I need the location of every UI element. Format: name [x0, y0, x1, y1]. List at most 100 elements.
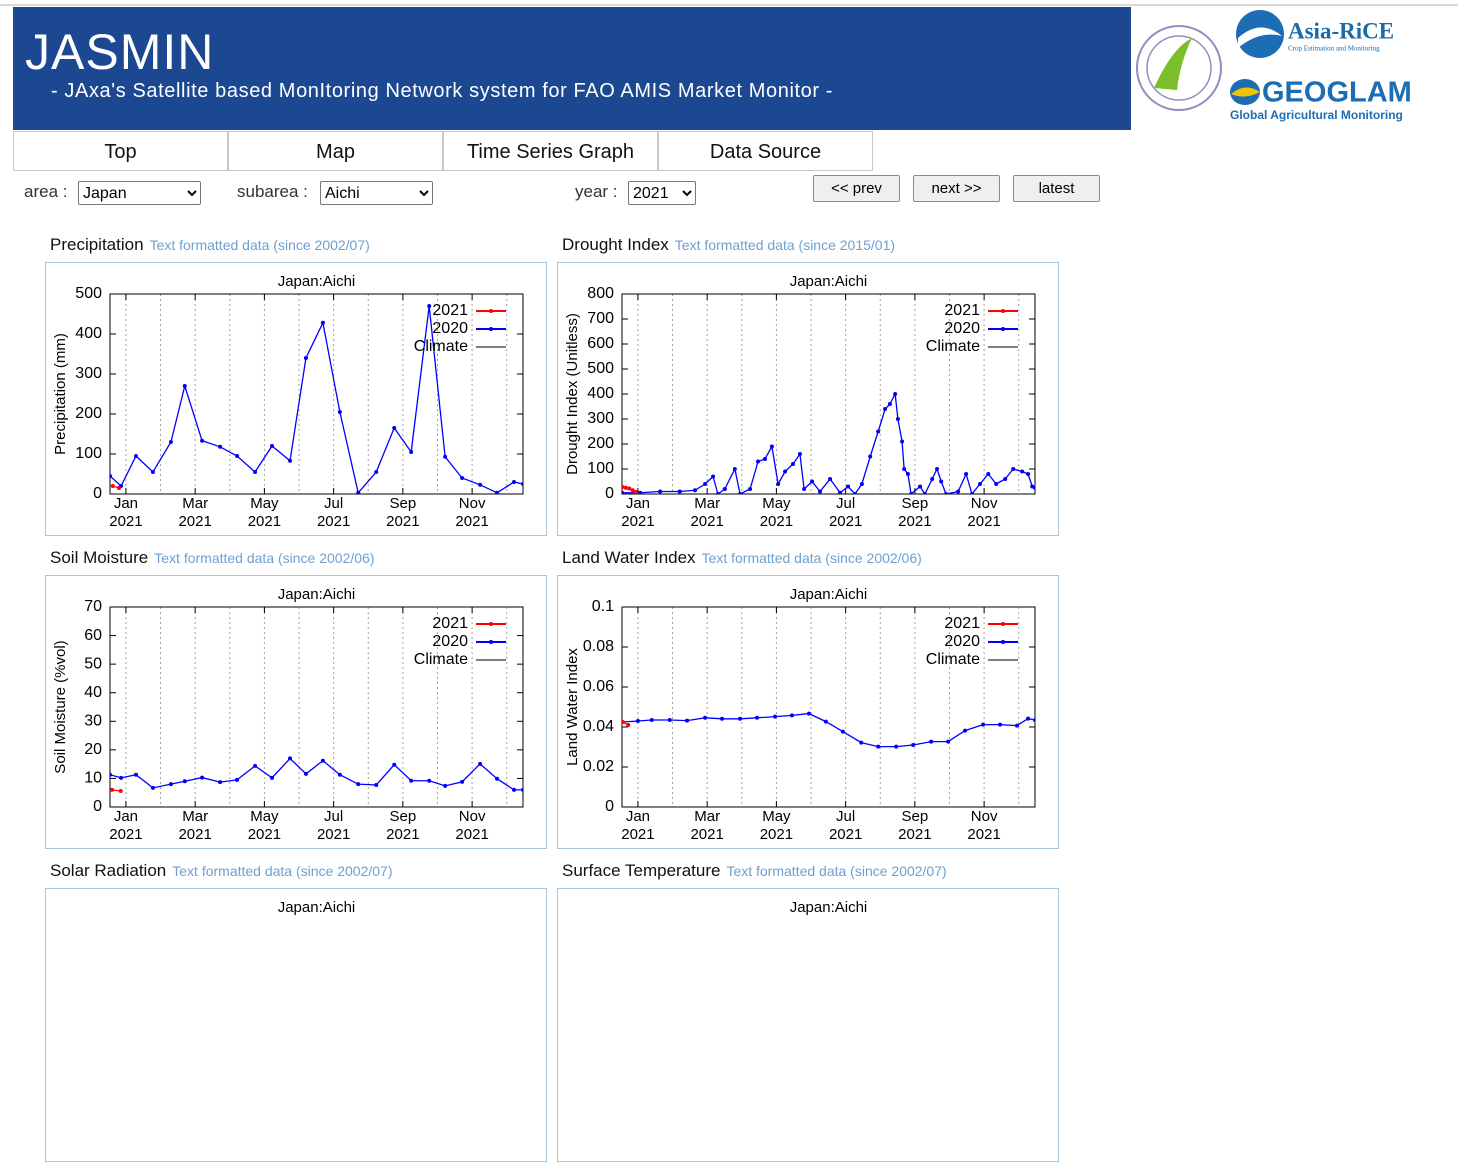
plot-frame: [109, 606, 524, 808]
panel-heading: Surface Temperature Text formatted data (…: [562, 861, 947, 881]
data-point: [783, 469, 788, 474]
data-point: [797, 452, 802, 456]
y-tick-label: 0.02: [583, 758, 614, 775]
x-tick-label: Sep 2021: [898, 808, 931, 843]
data-point: [150, 785, 155, 790]
nav-tab[interactable]: Data Source: [658, 131, 873, 171]
data-point: [969, 492, 974, 494]
data-point: [703, 482, 708, 486]
data-point: [789, 713, 794, 718]
latest-button[interactable]: latest: [1013, 175, 1100, 202]
x-tick-label: May 2021: [248, 808, 281, 843]
data-point: [1020, 469, 1025, 474]
next-button[interactable]: next >>: [913, 175, 1000, 202]
data-point: [769, 444, 774, 449]
chart: Japan:Aichi Jan 2021 Mar 2021 May 2021 Jul 2021 S…: [52, 273, 524, 530]
data-point: [893, 392, 898, 396]
x-tick-label: Nov 2021: [455, 808, 488, 843]
top-border: [0, 4, 1458, 6]
logo-leaf: [1154, 38, 1192, 90]
data-point: [711, 474, 716, 479]
area-select[interactable]: Japan: [78, 181, 201, 205]
y-tick-label: 0.06: [583, 678, 614, 695]
logos: Asia-RiCE Crop Estimation and Monitoring…: [1136, 10, 1412, 122]
data-point: [635, 719, 640, 723]
prev-button[interactable]: << prev: [813, 175, 900, 202]
data-point: [840, 729, 845, 734]
data-link[interactable]: Text formatted data (since 2002/07): [149, 237, 370, 253]
data-point: [887, 402, 892, 406]
logo-ring: [1146, 35, 1212, 101]
subarea-select[interactable]: Aichi: [320, 181, 433, 205]
y-tick-label: 800: [587, 285, 614, 302]
data-point: [409, 450, 414, 454]
chart-panel: Japan:Aichi: [45, 888, 547, 1162]
data-point: [1011, 467, 1016, 471]
data-point: [818, 489, 823, 494]
data-point: [478, 761, 483, 766]
data-point: [894, 744, 899, 749]
data-point: [374, 470, 379, 474]
data-point: [288, 756, 293, 761]
data-point: [168, 782, 173, 787]
data-point: [511, 787, 516, 792]
legend-marker: [1001, 640, 1005, 644]
data-link[interactable]: Text formatted data (since 2002/07): [172, 863, 393, 879]
data-point: [649, 718, 654, 722]
legend-marker: [1001, 309, 1005, 313]
data-link[interactable]: Text formatted data (since 2002/07): [726, 863, 947, 879]
data-point: [623, 485, 628, 490]
data-point: [133, 454, 138, 458]
x-tick-label: May 2021: [760, 495, 793, 530]
data-point: [521, 787, 523, 792]
nav-tab[interactable]: Time Series Graph: [443, 131, 658, 171]
data-link[interactable]: Text formatted data (since 2015/01): [674, 237, 896, 253]
data-point: [922, 492, 927, 494]
data-point: [859, 482, 864, 486]
logo-text: GEOGLAM: [1262, 77, 1412, 109]
chart-title: Japan:Aichi: [790, 586, 868, 603]
y-tick-label: 0.08: [583, 638, 614, 655]
data-point: [117, 486, 122, 490]
data-link[interactable]: Text formatted data (since 2002/06): [701, 550, 922, 566]
data-point: [1033, 485, 1035, 490]
panel-title: Land Water Index: [562, 548, 696, 567]
logo-eye-inner: [1231, 87, 1260, 97]
chart: Japan:Aichi: [790, 899, 868, 916]
logo-ring: [1136, 25, 1222, 111]
legend-label: 2020: [944, 633, 980, 650]
x-tick-label: Jan 2021: [621, 808, 654, 843]
x-tick-label: Jan 2021: [621, 495, 654, 530]
data-point: [110, 474, 112, 478]
nav-tab[interactable]: Top: [13, 131, 228, 171]
series-line: [110, 757, 523, 791]
data-point: [288, 458, 293, 463]
legend-label: 2021: [432, 302, 468, 319]
data-point: [303, 771, 308, 776]
data-point: [930, 477, 935, 481]
y-tick-label: 100: [75, 445, 102, 462]
x-tick-label: Jul 2021: [829, 808, 862, 843]
data-point: [981, 722, 986, 727]
subarea-label: subarea :: [237, 182, 308, 201]
data-point: [630, 488, 635, 493]
data-point: [622, 490, 624, 494]
x-tick-label: Sep 2021: [898, 495, 931, 530]
data-point: [883, 407, 888, 411]
data-link[interactable]: Text formatted data (since 2002/06): [154, 550, 375, 566]
x-tick-label: Sep 2021: [386, 808, 419, 843]
data-point: [118, 789, 123, 793]
data-point: [634, 490, 639, 494]
data-point: [658, 489, 663, 494]
year-select[interactable]: 2021: [628, 181, 696, 205]
data-point: [738, 492, 743, 494]
panel-heading: Soil Moisture Text formatted data (since …: [50, 548, 375, 568]
nav-tab[interactable]: Map: [228, 131, 443, 171]
data-point: [478, 482, 483, 487]
data-point: [119, 775, 124, 780]
x-tick-label: Mar 2021: [690, 495, 723, 530]
data-point: [320, 758, 325, 763]
data-point: [392, 762, 397, 767]
data-point: [182, 779, 187, 784]
data-point: [1003, 477, 1008, 481]
